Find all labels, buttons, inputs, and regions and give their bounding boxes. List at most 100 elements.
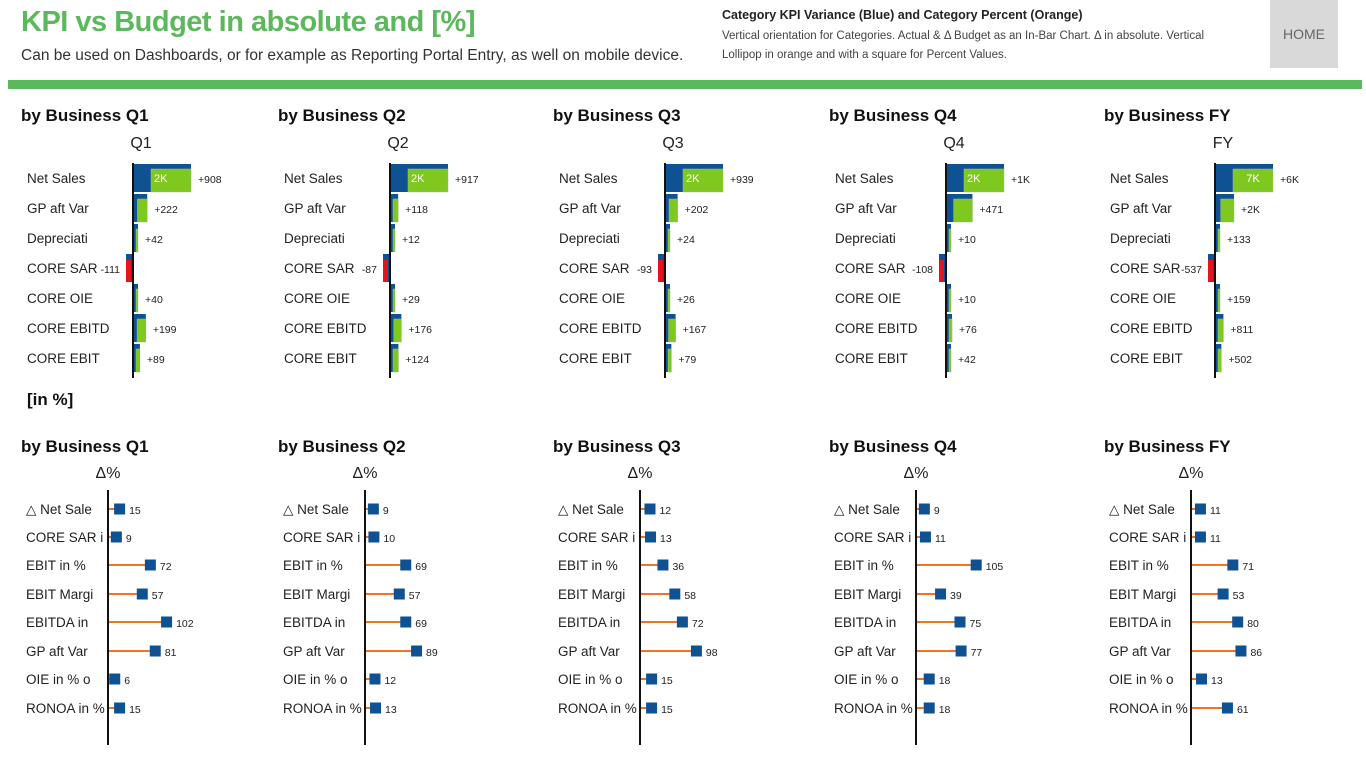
delta-value-label: -111 [101, 264, 121, 276]
category-label: CORE SAR [1110, 261, 1181, 276]
delta-value-label: +118 [405, 204, 428, 216]
delta-value-label: -537 [1181, 264, 1202, 276]
lollipop-square [161, 616, 173, 628]
category-label: OIE in % o [1109, 672, 1174, 687]
delta-bar [667, 228, 671, 253]
delta-value-label: +10 [958, 234, 976, 246]
lollipop-square [646, 673, 658, 685]
delta-value-label: +1K [1011, 174, 1030, 186]
category-label: EBITDA in [834, 615, 896, 630]
category-label: RONOA in % [558, 701, 637, 716]
percent-value-label: 9 [126, 533, 132, 545]
percent-value-label: 72 [160, 561, 172, 573]
percent-value-label: 11 [1210, 505, 1221, 517]
axis-label: FY [1213, 135, 1234, 152]
delta-bar-negative [126, 260, 131, 282]
percent-value-label: 18 [939, 675, 951, 687]
lollipop-square [1196, 673, 1208, 685]
category-label: OIE in % o [834, 672, 899, 687]
category-label: CORE EBIT [559, 351, 632, 366]
category-label: CORE EBIT [1110, 351, 1183, 366]
percent-value-label: 15 [129, 505, 141, 517]
category-label: EBIT Margi [26, 587, 93, 602]
category-label: CORE EBIT [835, 351, 908, 366]
axis-label: Δ% [1179, 465, 1204, 482]
delta-bar [1220, 198, 1235, 223]
page-subtitle: Can be used on Dashboards, or for exampl… [21, 47, 684, 64]
category-label: CORE EBIT [284, 351, 357, 366]
delta-bar [136, 318, 147, 343]
delta-bar [1232, 168, 1274, 193]
lollipop-square [1221, 702, 1233, 714]
home-button[interactable]: HOME [1270, 0, 1338, 68]
delta-bar [682, 168, 724, 193]
category-label: EBITDA in [26, 615, 88, 630]
category-label: EBIT in % [1109, 558, 1169, 573]
delta-value-label: +24 [677, 234, 695, 246]
category-label: CORE OIE [835, 291, 901, 306]
delta-value-label: +76 [959, 324, 977, 336]
delta-bar [392, 198, 399, 223]
delta-value-label: -93 [637, 264, 652, 276]
delta-bar [948, 318, 953, 343]
percent-value-label: 61 [1237, 704, 1249, 716]
percent-value-label: 11 [935, 533, 946, 545]
lollipop-square [1194, 503, 1206, 515]
delta-value-label: +10 [958, 294, 976, 306]
category-label: CORE SAR [27, 261, 98, 276]
lollipop-square [919, 531, 931, 543]
lollipop-square [669, 588, 681, 600]
delta-bar [135, 288, 139, 313]
delta-bar [668, 198, 678, 223]
chart-title: by Business Q3 [553, 437, 681, 456]
category-label: Net Sales [27, 171, 86, 186]
category-label: EBIT Margi [1109, 587, 1176, 602]
category-label: CORE EBITD [1110, 321, 1193, 336]
lollipop-square [1232, 616, 1244, 628]
delta-value-label: +917 [455, 174, 479, 186]
lollipop-square [370, 702, 382, 714]
delta-bar [135, 228, 139, 253]
lollipop-square [970, 559, 982, 571]
percent-value-label: 71 [1242, 561, 1254, 573]
category-label: GP aft Var [835, 201, 897, 216]
category-label: GP aft Var [1109, 644, 1171, 659]
percent-section-label: [in %] [27, 390, 74, 409]
delta-value-label: +502 [1228, 354, 1252, 366]
lollipop-square [1235, 645, 1247, 657]
lollipop-square [393, 588, 405, 600]
percent-value-label: 36 [672, 561, 684, 573]
percent-value-label: 13 [660, 533, 672, 545]
category-label: Net Sales [559, 171, 618, 186]
category-label: Depreciati [27, 231, 88, 246]
delta-value-label: +222 [154, 204, 178, 216]
percent-value-label: 13 [1211, 675, 1223, 687]
delta-bar [963, 168, 1005, 193]
category-label: GP aft Var [284, 201, 346, 216]
percent-value-label: 75 [970, 618, 982, 630]
lollipop-square [676, 616, 688, 628]
category-label: EBIT in % [26, 558, 86, 573]
axis-label: Q3 [662, 135, 683, 152]
percent-value-label: 11 [1210, 533, 1221, 545]
percent-value-label: 15 [661, 675, 673, 687]
chart-title: by Business Q3 [553, 106, 681, 125]
category-label: GP aft Var [283, 644, 345, 659]
chart-title: by Business Q1 [21, 106, 149, 125]
category-label: RONOA in % [283, 701, 362, 716]
category-label: CORE SAR i [26, 530, 103, 545]
description-title: Category KPI Variance (Blue) and Categor… [722, 8, 1083, 22]
category-label: EBIT Margi [283, 587, 350, 602]
category-label: OIE in % o [558, 672, 623, 687]
category-label: CORE EBITD [559, 321, 642, 336]
delta-value-label: -108 [912, 264, 933, 276]
delta-bar-negative [939, 260, 944, 282]
delta-bar [1217, 348, 1222, 373]
category-label: Depreciati [835, 231, 896, 246]
header-divider [8, 80, 1362, 89]
lollipop-square [411, 645, 423, 657]
delta-bar [392, 348, 399, 373]
delta-value-label: +124 [405, 354, 429, 366]
percent-value-label: 57 [152, 590, 164, 602]
lollipop-square [923, 702, 935, 714]
